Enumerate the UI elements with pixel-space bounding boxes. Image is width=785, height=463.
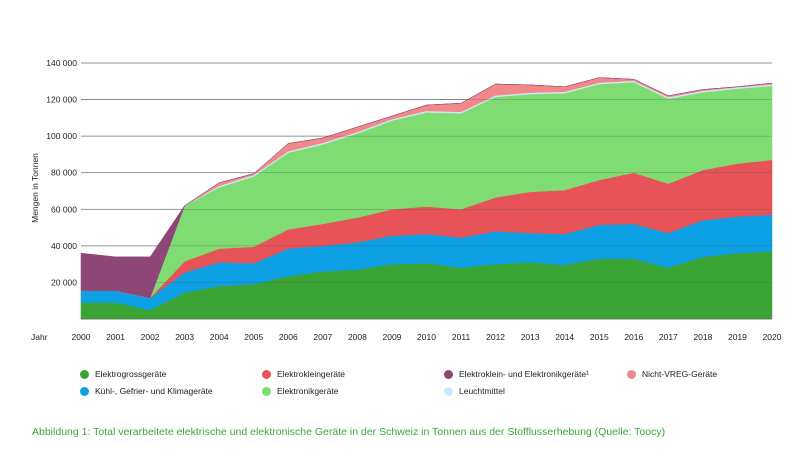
x-tick-label: 2019: [728, 332, 747, 342]
y-axis-ticks: 20 000 40 000 60 000 80 000 100 000 120 000 14…: [46, 58, 77, 287]
y-tick-label: 100 000: [46, 131, 77, 141]
area-series: [80, 77, 773, 299]
x-tick-label: 2006: [279, 332, 298, 342]
y-tick-label: 140 000: [46, 58, 77, 68]
y-tick-label: 40 000: [51, 241, 77, 251]
x-tick-label: 2000: [72, 332, 91, 342]
x-tick-label: 2020: [763, 332, 782, 342]
x-tick-label: 2005: [244, 332, 263, 342]
chart-areas: [80, 62, 773, 320]
x-tick-label: 2007: [313, 332, 332, 342]
x-tick-label: 2010: [417, 332, 436, 342]
x-tick-label: 2002: [141, 332, 160, 342]
x-tick-label: 2015: [590, 332, 609, 342]
y-tick-label: 20 000: [51, 277, 77, 287]
y-tick-label: 60 000: [51, 204, 77, 214]
x-tick-label: 2018: [693, 332, 712, 342]
x-tick-label: 2011: [452, 332, 471, 342]
x-tick-label: 2016: [624, 332, 643, 342]
figure-caption: Abbildung 1: Total verarbeitete elektris…: [32, 426, 666, 438]
x-axis-ticks: 2000 2001 2002 2003 2004 2005 2006 2007 2008 2009…: [72, 332, 782, 342]
x-tick-label: 2013: [521, 332, 540, 342]
x-axis-label: Jahr: [31, 332, 48, 342]
y-axis-label: Mengen in Tonnen: [30, 153, 40, 223]
x-tick-label: 2008: [348, 332, 367, 342]
x-tick-label: 2009: [382, 332, 401, 342]
x-tick-label: 2017: [659, 332, 678, 342]
x-tick-label: 2001: [106, 332, 125, 342]
x-tick-label: 2003: [175, 332, 194, 342]
x-tick-label: 2014: [555, 332, 574, 342]
y-tick-label: 80 000: [51, 168, 77, 178]
x-tick-label: 2012: [486, 332, 505, 342]
x-tick-label: 2004: [210, 332, 229, 342]
y-tick-label: 120 000: [46, 95, 77, 105]
